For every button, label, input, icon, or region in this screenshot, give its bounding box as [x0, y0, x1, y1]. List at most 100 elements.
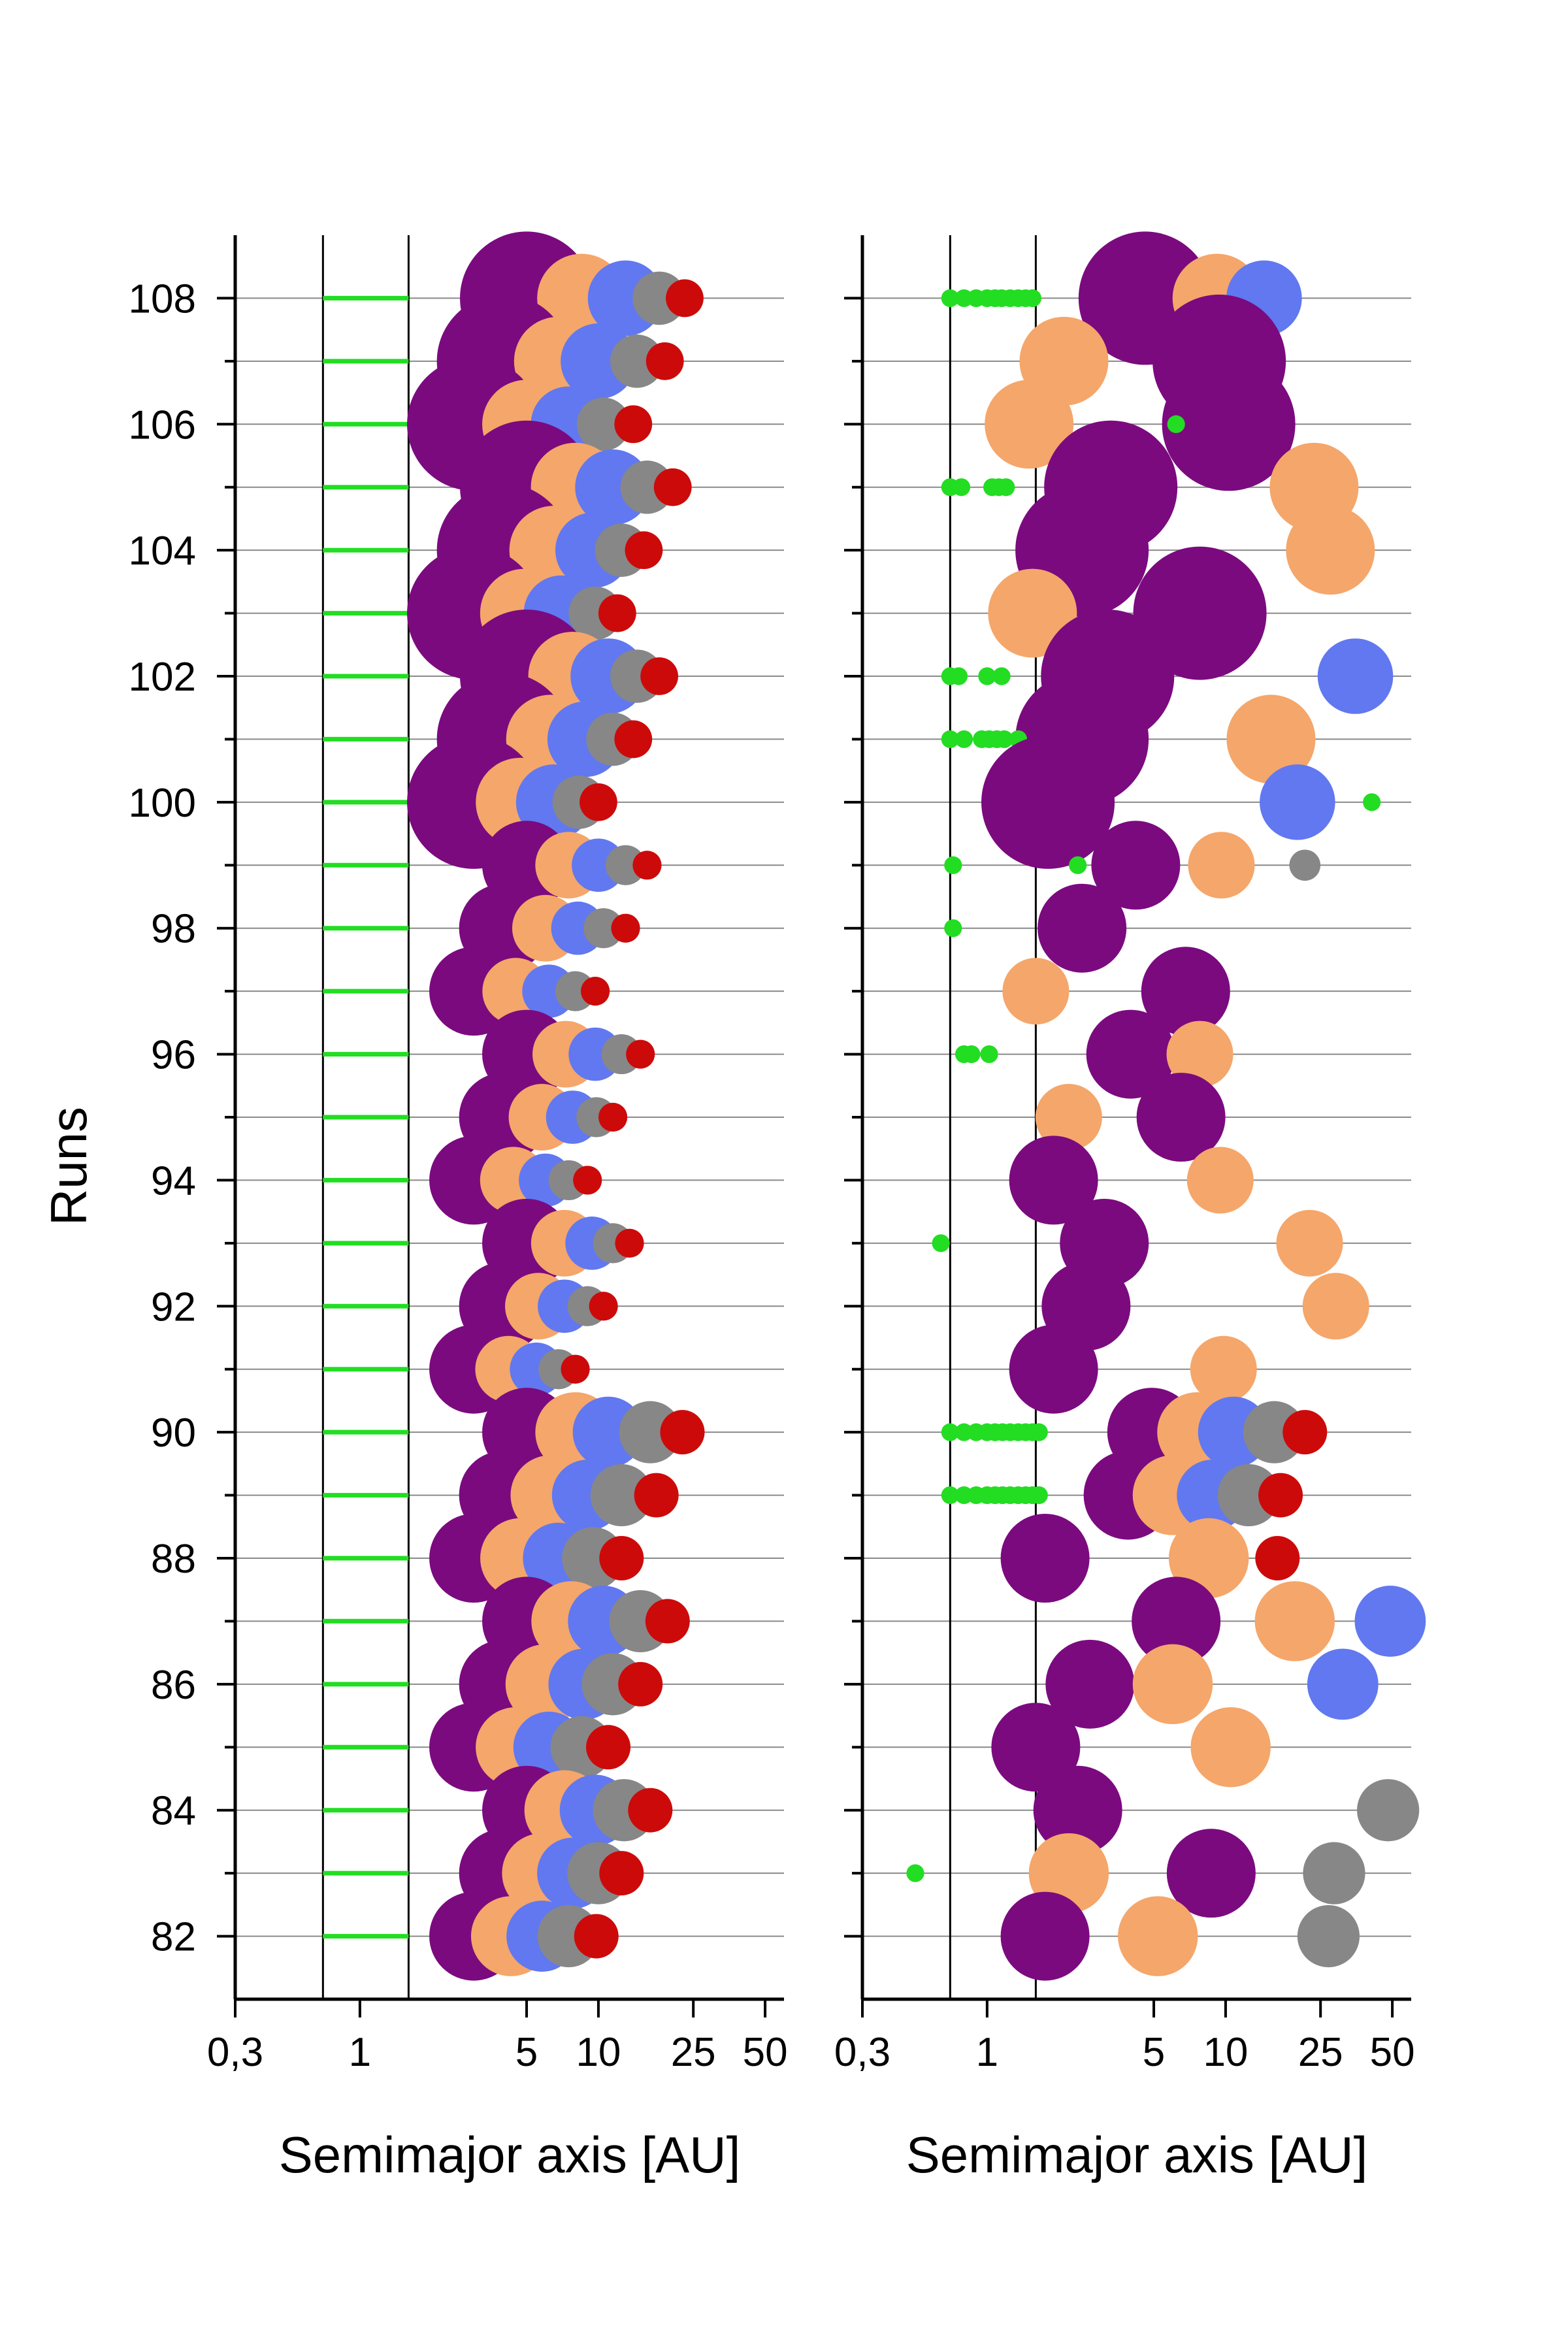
left-x-tick-label-25: 25: [671, 2030, 716, 2075]
left-y-tick-label-90: 90: [151, 1411, 196, 1456]
left-y-tick-label-86: 86: [151, 1663, 196, 1708]
left-body-run-98-gray: [583, 908, 624, 949]
left-body-run-91-red: [561, 1354, 590, 1384]
right-body-run-106-green: [1167, 415, 1185, 433]
left-body-run-95-red: [598, 1102, 628, 1132]
left-body-run-92-red: [589, 1292, 618, 1321]
left-y-tick-label-100: 100: [129, 781, 196, 826]
left-body-run-103-red: [598, 594, 636, 632]
left-body-run-100-red: [580, 783, 617, 821]
right-body-run-99-green: [1069, 856, 1087, 874]
left-y-tick-label-92: 92: [151, 1284, 196, 1330]
right-body-run-91-orange: [1190, 1335, 1257, 1403]
left-body-run-107-blue: [561, 323, 636, 399]
left-y-tick-label-96: 96: [151, 1033, 196, 1078]
right-body-run-104-orange: [1286, 506, 1375, 595]
left-y-tick-label-98: 98: [151, 907, 196, 952]
right-body-run-103-orange: [988, 568, 1077, 658]
left-body-run-93-red: [615, 1228, 644, 1258]
right-body-run-90-green: [941, 1423, 959, 1441]
left-x-tick-label-1: 1: [349, 2030, 371, 2075]
left-y-tick-label-104: 104: [129, 529, 196, 574]
right-body-run-87-orange: [1254, 1581, 1335, 1661]
left-body-run-90-gray: [619, 1401, 681, 1463]
right-body-run-82-orange: [1118, 1896, 1198, 1976]
right-body-run-86-orange: [1132, 1644, 1213, 1725]
right-body-run-101-orange: [1226, 694, 1316, 784]
right-body-run-96-green: [980, 1045, 998, 1064]
right-x-tick-label-0,3: 0,3: [834, 2030, 890, 2075]
right-body-run-105-green: [997, 478, 1015, 497]
left-body-run-106-red: [614, 405, 653, 444]
right-body-run-93-orange: [1276, 1209, 1343, 1277]
left-x-tick-label-0,3: 0,3: [207, 2030, 263, 2075]
right-body-run-89-green: [955, 1486, 973, 1505]
left-x-tick-label-50: 50: [743, 2030, 788, 2075]
right-body-run-106-purple: [1162, 357, 1296, 491]
right-body-run-90-green: [955, 1423, 973, 1441]
right-body-run-83-purple: [1166, 1829, 1256, 1918]
right-body-run-101-green: [995, 730, 1013, 749]
right-body-run-94-orange: [1186, 1147, 1254, 1214]
right-body-run-87-purple: [1132, 1576, 1221, 1666]
right-body-run-89-green: [1030, 1486, 1048, 1505]
right-body-run-98-green: [944, 919, 962, 938]
right-body-run-89-green: [941, 1486, 959, 1505]
right-body-run-108-green: [941, 289, 959, 308]
right-body-run-93-green: [932, 1234, 950, 1252]
right-panel: 0,3 1 5 10 25 50: [834, 231, 1426, 2075]
right-body-run-101-green: [941, 730, 959, 749]
left-y-tick-label-82: 82: [151, 1915, 196, 1960]
right-body-run-97-purple: [1141, 947, 1230, 1036]
right-body-run-101-green: [955, 730, 973, 749]
right-body-run-84-gray: [1357, 1779, 1420, 1842]
right-body-run-100-blue: [1260, 764, 1335, 840]
right-x-tick-label-50: 50: [1370, 2030, 1415, 2075]
left-body-run-97-red: [581, 977, 610, 1006]
right-body-run-99-purple: [1091, 821, 1181, 910]
right-x-tick-label-5: 5: [1143, 2030, 1165, 2075]
right-body-run-88-orange: [1168, 1518, 1249, 1599]
left-y-tick-label-102: 102: [129, 655, 196, 700]
right-body-run-85-purple: [991, 1703, 1081, 1792]
left-body-run-99-red: [632, 851, 662, 880]
right-body-run-96-orange: [1166, 1021, 1233, 1088]
right-x-tick-label-10: 10: [1203, 2030, 1248, 2075]
y-axis-title: Runs: [40, 1107, 97, 1226]
right-body-run-83-green: [906, 1864, 924, 1882]
right-body-run-102-green: [949, 667, 968, 685]
right-body-run-108-green: [955, 289, 973, 308]
right-body-run-99-green: [944, 856, 962, 874]
right-x-tick-label-25: 25: [1298, 2030, 1343, 2075]
left-x-tick-label-5: 5: [515, 2030, 538, 2075]
left-body-run-86-red: [618, 1661, 663, 1707]
right-body-run-89-gray: [1217, 1463, 1280, 1527]
right-body-run-102-blue: [1317, 638, 1394, 714]
right-x-tick-label-1: 1: [976, 2030, 998, 2075]
left-body-run-102-red: [640, 657, 679, 695]
left-y-tick-label-94: 94: [151, 1158, 196, 1203]
left-body-run-107-red: [645, 342, 684, 380]
left-body-run-89-gray: [590, 1463, 653, 1527]
right-body-run-96-purple: [1086, 1009, 1175, 1099]
left-y-tick-label-108: 108: [129, 276, 196, 321]
right-body-run-91-purple: [1009, 1324, 1098, 1414]
right-body-run-82-gray: [1297, 1904, 1360, 1968]
left-body-run-107-gray: [610, 335, 664, 388]
left-x-tick-label-10: 10: [576, 2030, 621, 2075]
right-body-run-98-purple: [1037, 883, 1127, 973]
right-body-run-95-orange: [1035, 1084, 1102, 1151]
left-y-tick-label-88: 88: [151, 1537, 196, 1582]
left-body-run-98-red: [611, 913, 640, 943]
left-body-run-90-red: [660, 1410, 705, 1455]
right-body-run-102-green: [978, 667, 996, 685]
left-body-run-94-red: [573, 1166, 602, 1195]
left-body-run-99-gray: [605, 845, 646, 885]
right-body-run-88-purple: [1000, 1514, 1090, 1603]
left-body-run-84-red: [628, 1788, 673, 1833]
left-x-axis-title: Semimajor axis [AU]: [279, 2126, 741, 2183]
right-body-run-99-orange: [1188, 832, 1255, 899]
right-body-run-100-purple: [981, 735, 1115, 869]
